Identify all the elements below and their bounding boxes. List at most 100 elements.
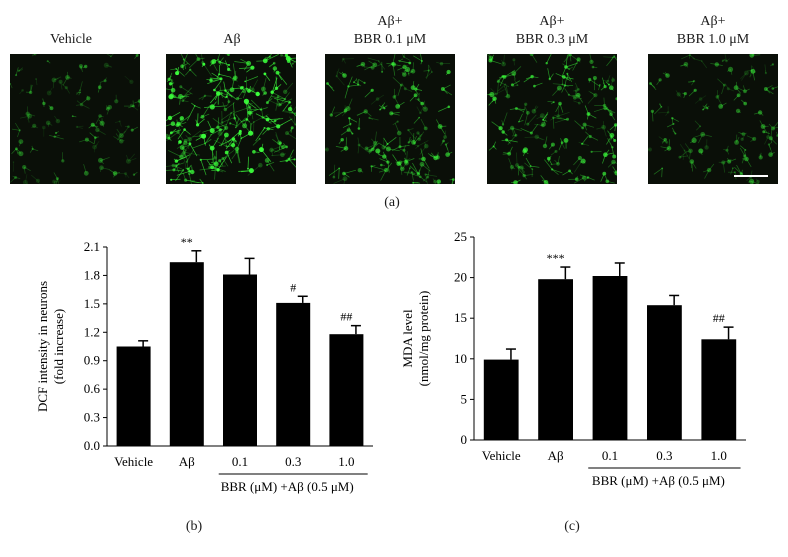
cell-body <box>342 176 348 182</box>
cell-process <box>247 164 261 176</box>
cell-body <box>736 93 741 98</box>
cell-body <box>188 172 191 176</box>
cell-process <box>765 88 774 95</box>
cell-process <box>166 169 174 171</box>
cell-process <box>214 80 222 91</box>
cell-process <box>552 117 555 129</box>
cell-process <box>372 140 378 150</box>
cell-body <box>42 125 46 130</box>
cell-body <box>650 109 654 113</box>
cell-body <box>424 173 427 176</box>
cell-process <box>549 73 554 80</box>
cell-process <box>408 138 412 143</box>
cell-process <box>671 127 676 134</box>
cell-process <box>414 144 419 147</box>
cell-process <box>186 149 195 162</box>
cell-process <box>387 137 397 145</box>
cell-process <box>234 118 238 125</box>
cell-process <box>661 168 663 178</box>
cell-process <box>236 151 240 164</box>
cell-process <box>569 54 581 63</box>
cell-body <box>771 126 775 131</box>
cell-process <box>116 128 122 136</box>
cell-process <box>212 105 228 108</box>
cell-process <box>47 60 51 64</box>
cell-process <box>772 121 778 129</box>
cell-process <box>82 66 86 69</box>
cell-body <box>360 62 366 67</box>
cell-body <box>560 141 564 144</box>
cell-process <box>349 117 358 123</box>
cell-process <box>358 79 365 84</box>
cell-body <box>743 154 747 158</box>
cell-body <box>714 62 719 67</box>
cell-body <box>598 84 601 86</box>
cell-process <box>189 130 202 140</box>
cell-process <box>220 128 224 131</box>
cell-body <box>698 97 703 101</box>
cell-body <box>21 89 24 92</box>
cell-process <box>209 165 226 168</box>
cell-process <box>746 176 751 181</box>
cell-process <box>202 113 210 118</box>
cell-process <box>408 136 411 143</box>
cell-body <box>261 86 266 92</box>
cell-process <box>615 124 617 126</box>
cell-body <box>439 62 444 66</box>
cell-process <box>283 143 287 148</box>
cell-process <box>393 64 401 67</box>
cell-process <box>79 81 83 91</box>
cell-process <box>249 108 259 113</box>
cell-process <box>338 168 340 179</box>
cell-body <box>15 147 18 151</box>
cell-body <box>733 171 736 174</box>
cell-body <box>51 77 57 83</box>
significance-label: ** <box>181 235 193 249</box>
cell-process <box>682 150 685 160</box>
cell-process <box>598 84 601 91</box>
cell-process <box>418 131 425 140</box>
cell-body <box>64 86 68 90</box>
cell-body <box>340 138 344 142</box>
cell-process <box>277 72 283 81</box>
cell-process <box>542 119 548 122</box>
cell-body <box>392 95 397 99</box>
cell-process <box>168 150 182 158</box>
cell-process <box>397 66 405 71</box>
cell-process <box>271 149 274 157</box>
cell-body <box>776 134 778 137</box>
cell-process <box>408 129 415 139</box>
cell-body <box>218 159 222 163</box>
cell-process <box>237 85 247 90</box>
cell-process <box>578 141 584 145</box>
cell-process <box>177 120 183 133</box>
cell-process <box>115 133 122 142</box>
cell-body <box>246 60 252 66</box>
cell-process <box>410 173 421 178</box>
cell-process <box>607 138 613 148</box>
cell-body <box>407 141 410 144</box>
cell-body <box>33 54 37 56</box>
cell-process <box>403 69 408 72</box>
cell-process <box>574 120 583 129</box>
cell-body <box>199 134 203 138</box>
cell-process <box>288 58 296 63</box>
cell-process <box>328 168 340 176</box>
cell-body <box>440 87 445 91</box>
cell-body <box>402 148 406 152</box>
cell-process <box>743 150 747 160</box>
cell-body <box>46 90 52 96</box>
cell-process <box>422 176 428 182</box>
cell-body <box>665 140 669 144</box>
cell-process <box>702 105 708 109</box>
cell-body <box>558 101 562 106</box>
cell-body <box>65 75 70 80</box>
cell-body <box>135 54 139 57</box>
cell-process <box>204 134 212 144</box>
cell-process <box>581 136 589 145</box>
cell-process <box>31 145 34 149</box>
cell-process <box>518 120 524 123</box>
cell-process <box>729 158 737 162</box>
cell-process <box>273 68 276 73</box>
cell-process <box>504 95 509 98</box>
